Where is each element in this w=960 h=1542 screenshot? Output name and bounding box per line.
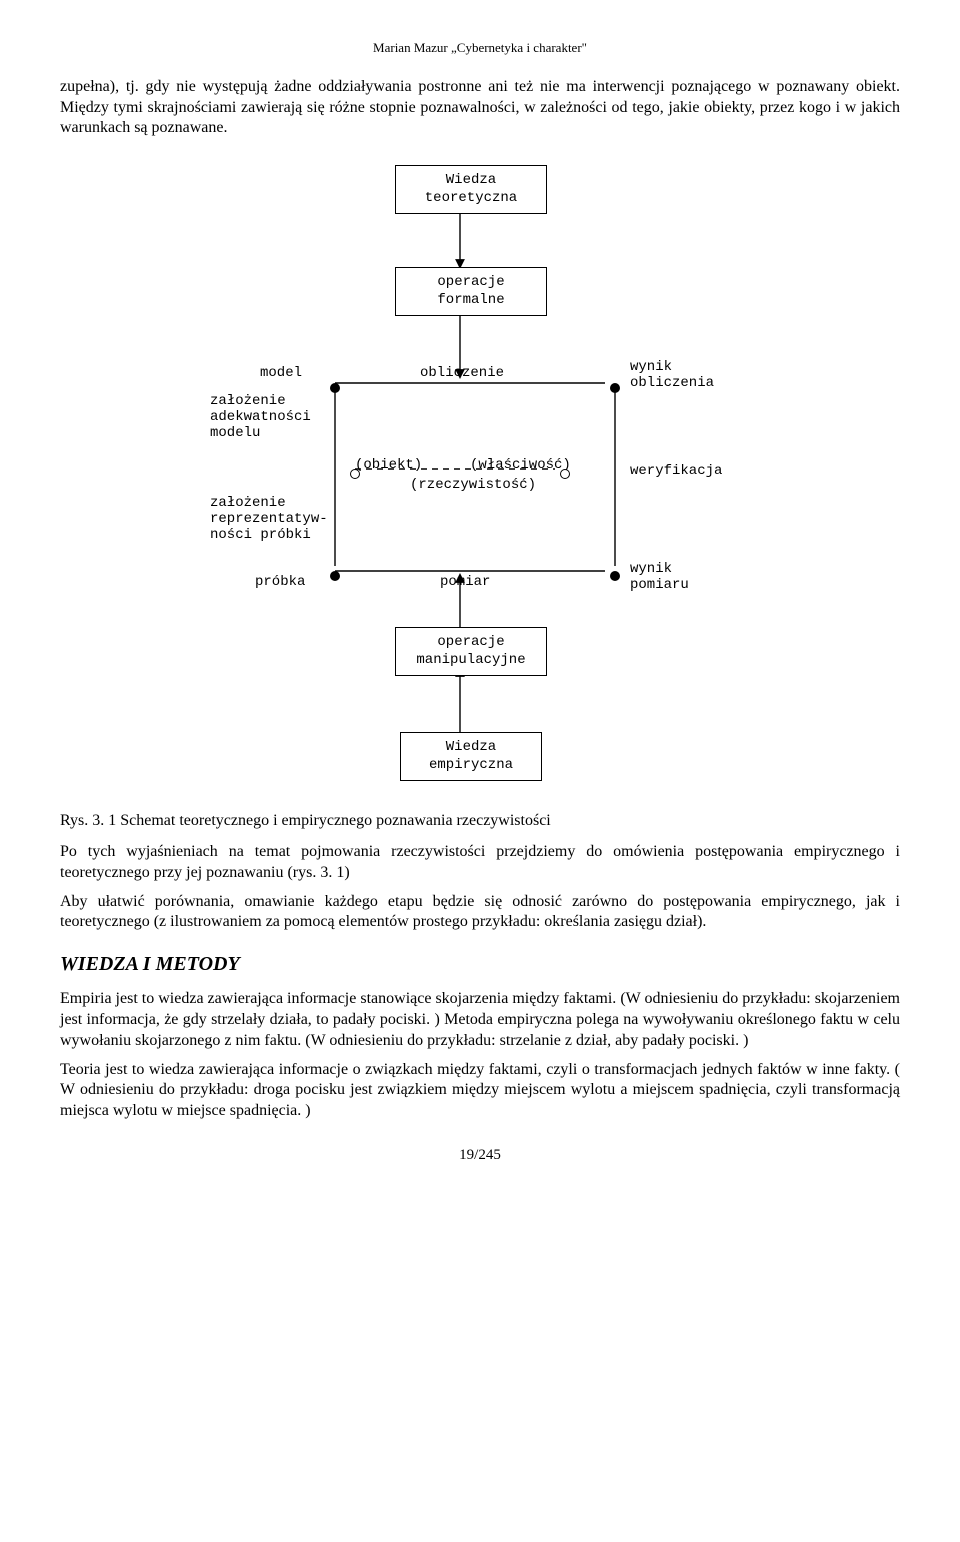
box-line: operacje — [437, 634, 504, 650]
section-heading-wiedza-metody: WIEDZA I METODY — [60, 951, 900, 977]
paragraph-2: Po tych wyjaśnieniach na temat pojmowani… — [60, 842, 900, 884]
label-probka: próbka — [255, 574, 305, 590]
figure-diagram: Wiedza teoretyczna operacje formalne ope… — [200, 157, 760, 797]
label-obliczenie: obliczenie — [420, 365, 504, 381]
box-line: formalne — [437, 292, 504, 308]
box-line: Wiedza — [446, 172, 496, 188]
label-zalozenie-reprezentatywnosci: założeniereprezentatyw-ności próbki — [210, 495, 328, 543]
box-line: teoretyczna — [425, 190, 517, 206]
label-pomiar: pomiar — [440, 574, 490, 590]
box-operacje-manipulacyjne: operacje manipulacyjne — [395, 627, 547, 676]
paragraph-4: Empiria jest to wiedza zawierająca infor… — [60, 989, 900, 1051]
box-wiedza-teoretyczna: Wiedza teoretyczna — [395, 165, 547, 214]
label-wynik-pomiaru: wynikpomiaru — [630, 561, 689, 593]
box-line: manipulacyjne — [416, 652, 525, 668]
paragraph-intro: zupełna), tj. gdy nie występują żadne od… — [60, 77, 900, 139]
label-wlasciwosc: (właściwość) — [470, 457, 571, 473]
label-wynik-obliczenia: wynikobliczenia — [630, 359, 714, 391]
label-weryfikacja: weryfikacja — [630, 463, 722, 479]
paragraph-3: Aby ułatwić porównania, omawianie każdeg… — [60, 892, 900, 934]
label-model: model — [260, 365, 302, 381]
page-number: 19/245 — [60, 1146, 900, 1166]
figure-caption: Rys. 3. 1 Schemat teoretycznego i empiry… — [60, 811, 900, 832]
box-line: operacje — [437, 274, 504, 290]
box-operacje-formalne: operacje formalne — [395, 267, 547, 316]
paragraph-5: Teoria jest to wiedza zawierająca inform… — [60, 1060, 900, 1122]
label-obiekt: (obiekt) — [355, 457, 422, 473]
running-header: Marian Mazur „Cybernetyka i charakter" — [60, 40, 900, 57]
label-rzeczywistosc: (rzeczywistość) — [410, 477, 536, 493]
box-line: empiryczna — [429, 757, 513, 773]
label-zalozenie-adekwatnosci: założenieadekwatnościmodelu — [210, 393, 311, 441]
box-wiedza-empiryczna: Wiedza empiryczna — [400, 732, 542, 781]
box-line: Wiedza — [446, 739, 496, 755]
